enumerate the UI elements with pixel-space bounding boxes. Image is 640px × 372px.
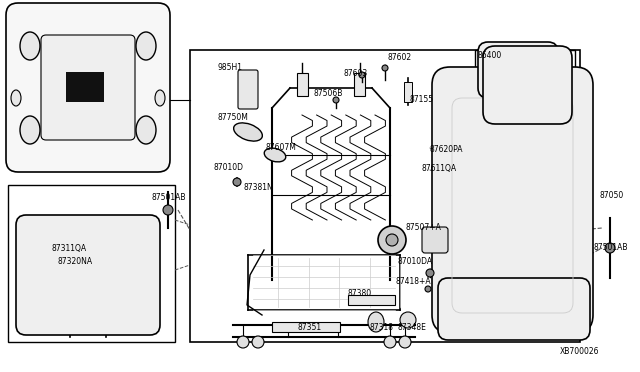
Circle shape (386, 234, 398, 246)
Circle shape (382, 65, 388, 71)
Bar (354, 73, 365, 96)
Circle shape (333, 97, 339, 103)
Text: 87311QA: 87311QA (52, 244, 87, 253)
Ellipse shape (155, 90, 165, 106)
Bar (404, 82, 412, 102)
Ellipse shape (136, 32, 156, 60)
Text: 87418+A: 87418+A (395, 278, 431, 286)
Circle shape (400, 312, 416, 328)
Text: 87050: 87050 (600, 190, 624, 199)
Text: 87380: 87380 (348, 289, 372, 298)
Text: XB700026: XB700026 (560, 347, 600, 356)
Text: 87348E: 87348E (398, 324, 427, 333)
Circle shape (384, 336, 396, 348)
FancyBboxPatch shape (422, 227, 448, 253)
Ellipse shape (11, 90, 21, 106)
Text: 87603: 87603 (344, 70, 368, 78)
Ellipse shape (20, 116, 40, 144)
Circle shape (399, 336, 411, 348)
FancyBboxPatch shape (483, 46, 572, 124)
FancyBboxPatch shape (16, 215, 160, 335)
Ellipse shape (136, 116, 156, 144)
Text: 87607M: 87607M (265, 144, 296, 153)
Ellipse shape (368, 312, 384, 332)
FancyBboxPatch shape (238, 70, 258, 109)
Text: 87611QA: 87611QA (422, 164, 457, 173)
FancyBboxPatch shape (6, 3, 170, 172)
Bar (272, 322, 340, 332)
Text: 87155: 87155 (410, 96, 434, 105)
Circle shape (237, 336, 249, 348)
Bar (190, 50, 580, 342)
Circle shape (163, 205, 173, 215)
Circle shape (252, 336, 264, 348)
Bar (348, 295, 395, 305)
Text: 87381N: 87381N (243, 183, 273, 192)
Text: 87320NA: 87320NA (58, 257, 93, 266)
Text: 87620PA: 87620PA (430, 145, 463, 154)
Text: 87506B: 87506B (314, 90, 344, 99)
Bar (8, 185, 175, 342)
Text: 87507+A: 87507+A (405, 224, 441, 232)
Circle shape (605, 243, 615, 253)
FancyBboxPatch shape (438, 278, 590, 340)
Text: 87010D: 87010D (214, 164, 244, 173)
Circle shape (233, 178, 241, 186)
Ellipse shape (20, 32, 40, 60)
Ellipse shape (264, 148, 285, 162)
FancyBboxPatch shape (432, 67, 593, 333)
Text: 87501AB: 87501AB (594, 244, 628, 253)
Text: 87602: 87602 (388, 54, 412, 62)
Ellipse shape (234, 123, 262, 141)
FancyBboxPatch shape (41, 35, 135, 140)
Circle shape (359, 72, 365, 78)
Text: 87750M: 87750M (218, 113, 249, 122)
Text: 87010DA: 87010DA (398, 257, 433, 266)
Bar (297, 73, 308, 96)
Bar (66, 72, 104, 102)
Text: 87318: 87318 (370, 324, 394, 333)
Text: 985H1: 985H1 (218, 64, 243, 73)
Circle shape (425, 286, 431, 292)
Text: 87501AB: 87501AB (152, 193, 186, 202)
Text: 86400: 86400 (478, 51, 502, 60)
Bar (475, 50, 575, 125)
Circle shape (378, 226, 406, 254)
Circle shape (426, 269, 434, 277)
Text: 87351: 87351 (298, 324, 322, 333)
FancyBboxPatch shape (478, 42, 558, 98)
